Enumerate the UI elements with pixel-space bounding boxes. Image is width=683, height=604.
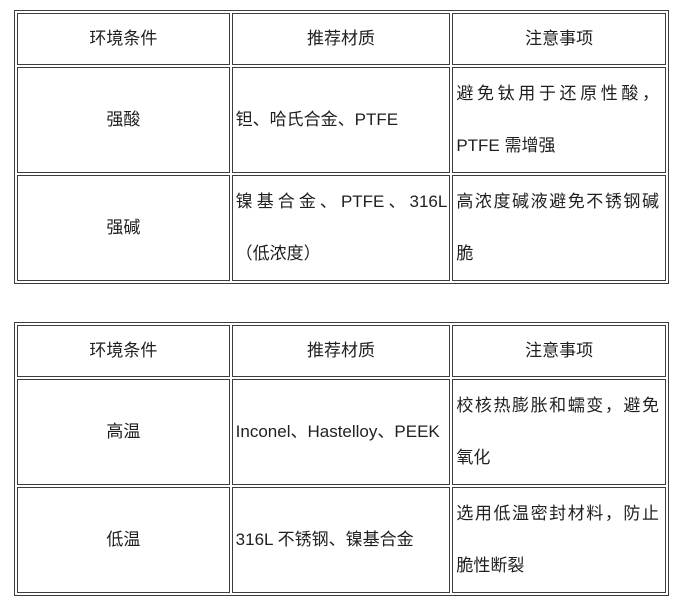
column-header-materials: 推荐材质 (231, 325, 451, 377)
notes-cell: 避免钛用于还原性酸，PTFE 需增强 (452, 67, 666, 173)
column-header-environment: 环境条件 (17, 13, 230, 65)
materials-cell: 镍基合金、PTFE、316L（低浓度） (231, 175, 451, 281)
env-condition-cell: 强碱 (17, 175, 230, 281)
column-header-environment: 环境条件 (17, 325, 230, 377)
table-row-strong-alkali: 强碱 镍基合金、PTFE、316L（低浓度） 高浓度碱液避免不锈钢碱脆 (17, 175, 666, 281)
table-row-high-temp: 高温 Inconel、Hastelloy、PEEK 校核热膨胀和蠕变，避免氧化 (17, 379, 666, 485)
material-table-corrosive: 环境条件 推荐材质 注意事项 强酸 钽、哈氏合金、PTFE 避免钛用于还原性酸，… (14, 10, 669, 284)
env-condition-cell: 低温 (17, 487, 230, 593)
column-header-notes: 注意事项 (452, 325, 666, 377)
column-header-materials: 推荐材质 (231, 13, 451, 65)
materials-cell: 钽、哈氏合金、PTFE (231, 67, 451, 173)
notes-cell: 校核热膨胀和蠕变，避免氧化 (452, 379, 666, 485)
notes-cell: 选用低温密封材料，防止脆性断裂 (452, 487, 666, 593)
table-header-row: 环境条件 推荐材质 注意事项 (17, 13, 666, 65)
materials-cell: 316L 不锈钢、镍基合金 (231, 487, 451, 593)
notes-cell: 高浓度碱液避免不锈钢碱脆 (452, 175, 666, 281)
env-condition-cell: 高温 (17, 379, 230, 485)
table-header-row: 环境条件 推荐材质 注意事项 (17, 325, 666, 377)
env-condition-cell: 强酸 (17, 67, 230, 173)
material-table-temperature: 环境条件 推荐材质 注意事项 高温 Inconel、Hastelloy、PEEK… (14, 322, 669, 596)
table-row-low-temp: 低温 316L 不锈钢、镍基合金 选用低温密封材料，防止脆性断裂 (17, 487, 666, 593)
column-header-notes: 注意事项 (452, 13, 666, 65)
materials-cell: Inconel、Hastelloy、PEEK (231, 379, 451, 485)
table-row-strong-acid: 强酸 钽、哈氏合金、PTFE 避免钛用于还原性酸，PTFE 需增强 (17, 67, 666, 173)
